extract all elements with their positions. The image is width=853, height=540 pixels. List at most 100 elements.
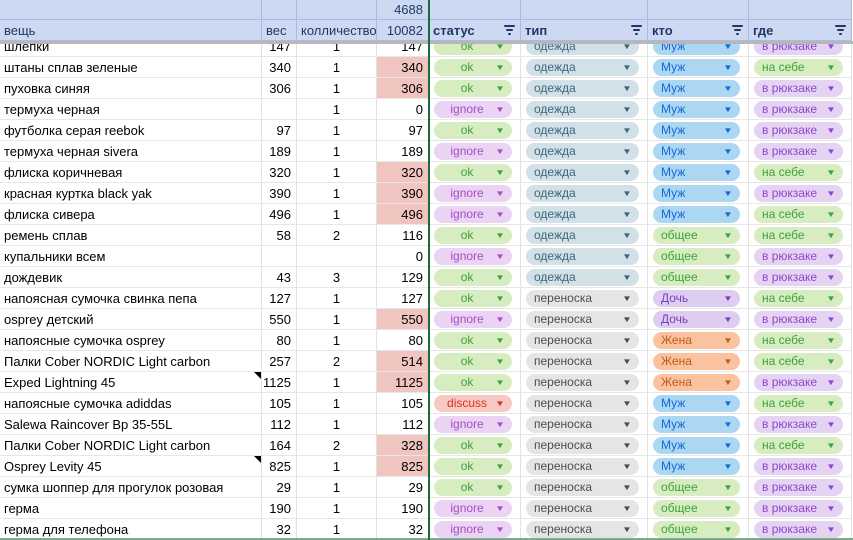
where-chip[interactable]: на себе ▼ [754, 331, 843, 349]
where-chip[interactable]: в рюкзаке ▼ [754, 415, 843, 433]
type-chip[interactable]: переноска ▼ [526, 394, 639, 412]
column-header-где[interactable]: где [749, 20, 852, 41]
total-weight-cell[interactable]: 328 [377, 435, 429, 456]
where-chip[interactable]: на себе ▼ [754, 352, 843, 370]
quantity-cell[interactable]: 1 [297, 288, 377, 309]
total-weight-cell[interactable]: 189 [377, 141, 429, 162]
where-chip[interactable]: на себе ▼ [754, 289, 843, 307]
type-chip[interactable]: одежда ▼ [526, 79, 639, 97]
total-weight-cell[interactable]: 97 [377, 120, 429, 141]
column-header-тип[interactable]: тип [521, 20, 648, 41]
status-chip[interactable]: ignore ▼ [434, 499, 512, 517]
who-chip[interactable]: Дочь ▼ [653, 310, 740, 328]
weight-cell[interactable] [262, 246, 297, 267]
where-chip[interactable]: в рюкзаке ▼ [754, 142, 843, 160]
item-name-cell[interactable]: штаны сплав зеленые [0, 57, 262, 78]
type-chip[interactable]: одежда ▼ [526, 58, 639, 76]
status-chip[interactable]: ok ▼ [434, 436, 512, 454]
status-chip[interactable]: ignore ▼ [434, 184, 512, 202]
status-chip[interactable]: ok ▼ [434, 352, 512, 370]
type-chip[interactable]: переноска ▼ [526, 352, 639, 370]
who-chip[interactable]: общее ▼ [653, 247, 740, 265]
status-chip[interactable]: ok ▼ [434, 79, 512, 97]
type-chip[interactable]: переноска ▼ [526, 436, 639, 454]
where-chip[interactable]: в рюкзаке ▼ [754, 310, 843, 328]
total-weight-cell[interactable]: 116 [377, 225, 429, 246]
item-name-cell[interactable]: герма [0, 498, 262, 519]
quantity-cell[interactable]: 1 [297, 372, 377, 393]
quantity-cell[interactable]: 1 [297, 456, 377, 477]
type-chip[interactable]: одежда ▼ [526, 163, 639, 181]
type-chip[interactable]: одежда ▼ [526, 247, 639, 265]
who-chip[interactable]: Муж ▼ [653, 142, 740, 160]
weight-cell[interactable]: 306 [262, 78, 297, 99]
filter-icon[interactable] [834, 25, 847, 36]
header-spacer-cell[interactable] [521, 0, 648, 20]
status-chip[interactable]: ok ▼ [434, 478, 512, 496]
quantity-cell[interactable]: 2 [297, 435, 377, 456]
who-chip[interactable]: общее ▼ [653, 478, 740, 496]
who-chip[interactable]: Муж ▼ [653, 44, 740, 55]
total-weight-cell[interactable]: 190 [377, 498, 429, 519]
where-chip[interactable]: в рюкзаке ▼ [754, 184, 843, 202]
item-name-cell[interactable]: шлепки [0, 44, 262, 57]
status-chip[interactable]: ok ▼ [434, 163, 512, 181]
where-chip[interactable]: на себе ▼ [754, 58, 843, 76]
quantity-cell[interactable]: 1 [297, 498, 377, 519]
item-name-cell[interactable]: Палки Cober NORDIC Light carbon [0, 435, 262, 456]
quantity-cell[interactable]: 3 [297, 267, 377, 288]
total-weight-cell[interactable]: 514 [377, 351, 429, 372]
total-weight-cell[interactable]: 129 [377, 267, 429, 288]
status-chip[interactable]: ok ▼ [434, 121, 512, 139]
total-weight-cell[interactable]: 127 [377, 288, 429, 309]
who-chip[interactable]: Муж ▼ [653, 121, 740, 139]
type-chip[interactable]: одежда ▼ [526, 44, 639, 55]
who-chip[interactable]: Муж ▼ [653, 205, 740, 223]
item-name-cell[interactable]: osprey детский [0, 309, 262, 330]
type-chip[interactable]: переноска ▼ [526, 310, 639, 328]
type-chip[interactable]: одежда ▼ [526, 100, 639, 118]
header-spacer-cell[interactable] [648, 0, 749, 20]
header-spacer-cell[interactable] [262, 0, 297, 20]
status-chip[interactable]: ok ▼ [434, 44, 512, 55]
item-name-cell[interactable]: герма для телефона [0, 519, 262, 540]
status-chip[interactable]: ok ▼ [434, 268, 512, 286]
item-name-cell[interactable]: Exped Lightning 45 [0, 372, 262, 393]
weight-cell[interactable]: 97 [262, 120, 297, 141]
weight-cell[interactable]: 390 [262, 183, 297, 204]
header-spacer-cell[interactable] [749, 0, 852, 20]
who-chip[interactable]: Муж ▼ [653, 457, 740, 475]
total-weight-cell[interactable]: 825 [377, 456, 429, 477]
item-name-cell[interactable]: флиска сивера [0, 204, 262, 225]
status-chip[interactable]: ignore ▼ [434, 415, 512, 433]
total-weight-cell[interactable]: 1125 [377, 372, 429, 393]
item-name-cell[interactable]: флиска коричневая [0, 162, 262, 183]
column-header-колличество[interactable]: колличество [297, 20, 377, 41]
header-spacer-cell[interactable] [429, 0, 521, 20]
weight-cell[interactable] [262, 99, 297, 120]
type-chip[interactable]: переноска ▼ [526, 289, 639, 307]
type-chip[interactable]: переноска ▼ [526, 520, 639, 538]
type-chip[interactable]: одежда ▼ [526, 121, 639, 139]
column-header-вещь[interactable]: вещь [0, 20, 262, 41]
who-chip[interactable]: Муж ▼ [653, 79, 740, 97]
who-chip[interactable]: Муж ▼ [653, 415, 740, 433]
item-name-cell[interactable]: напоясные сумочка osprey [0, 330, 262, 351]
type-chip[interactable]: переноска ▼ [526, 373, 639, 391]
who-chip[interactable]: Жена ▼ [653, 352, 740, 370]
quantity-cell[interactable]: 1 [297, 44, 377, 57]
where-chip[interactable]: на себе ▼ [754, 394, 843, 412]
item-name-cell[interactable]: футболка серая reebok [0, 120, 262, 141]
item-name-cell[interactable]: сумка шоппер для прогулок розовая [0, 477, 262, 498]
total-weight-cell[interactable]: 105 [377, 393, 429, 414]
where-chip[interactable]: на себе ▼ [754, 163, 843, 181]
total-weight-cell[interactable]: 147 [377, 44, 429, 57]
who-chip[interactable]: Жена ▼ [653, 331, 740, 349]
column-header-статус[interactable]: статус [429, 20, 521, 41]
weight-cell[interactable]: 29 [262, 477, 297, 498]
item-name-cell[interactable]: Палки Cober NORDIC Light carbon [0, 351, 262, 372]
who-chip[interactable]: Муж ▼ [653, 394, 740, 412]
weight-cell[interactable]: 58 [262, 225, 297, 246]
weight-cell[interactable]: 112 [262, 414, 297, 435]
weight-cell[interactable]: 550 [262, 309, 297, 330]
